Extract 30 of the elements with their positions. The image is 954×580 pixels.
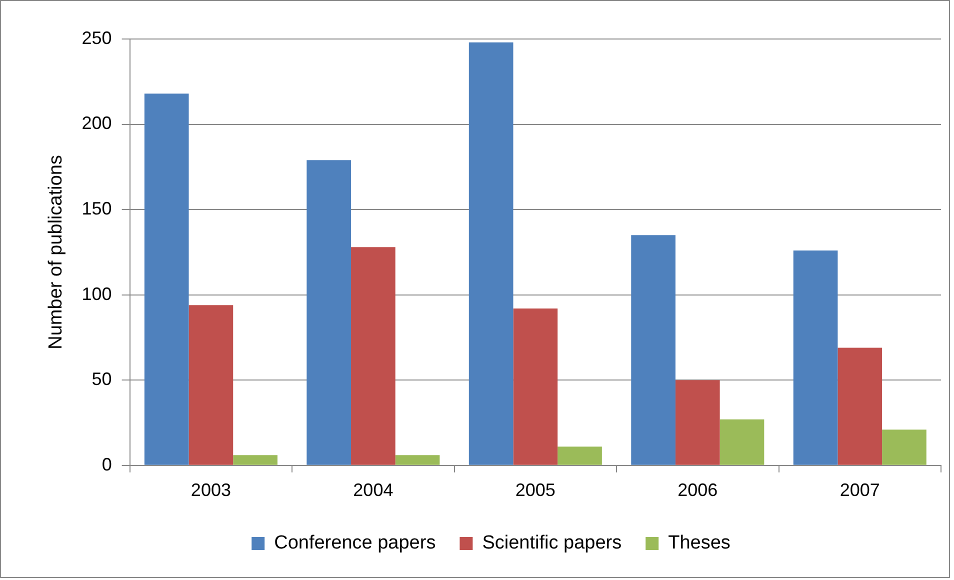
bar (351, 247, 396, 465)
legend-label: Conference papers (274, 532, 436, 554)
bar (233, 455, 278, 465)
y-tick-label: 0 (102, 454, 112, 474)
legend-label: Theses (668, 532, 730, 554)
y-axis-title: Number of publications (46, 155, 67, 350)
x-tick-label: 2006 (678, 480, 718, 500)
y-tick-label: 100 (82, 284, 112, 304)
y-tick-label: 50 (92, 369, 112, 390)
bar (468, 42, 514, 465)
bar (838, 348, 882, 465)
legend-label: Scientific papers (482, 532, 622, 554)
bar (513, 308, 558, 465)
bar (720, 419, 764, 465)
bar (558, 446, 602, 465)
bar (882, 430, 926, 465)
y-tick-label: 250 (82, 28, 112, 48)
bar (306, 160, 352, 465)
x-tick-label: 2003 (190, 480, 231, 500)
y-tick-label: 150 (82, 198, 112, 219)
bar (675, 380, 720, 465)
bar (631, 235, 676, 465)
bar (793, 250, 838, 465)
x-tick-label: 2005 (515, 480, 556, 500)
x-tick-label: 2004 (353, 480, 394, 500)
x-tick-label: 2007 (840, 480, 880, 500)
bar (144, 94, 189, 465)
y-tick-label: 200 (82, 113, 112, 134)
bar (395, 455, 440, 465)
bar (188, 305, 234, 465)
